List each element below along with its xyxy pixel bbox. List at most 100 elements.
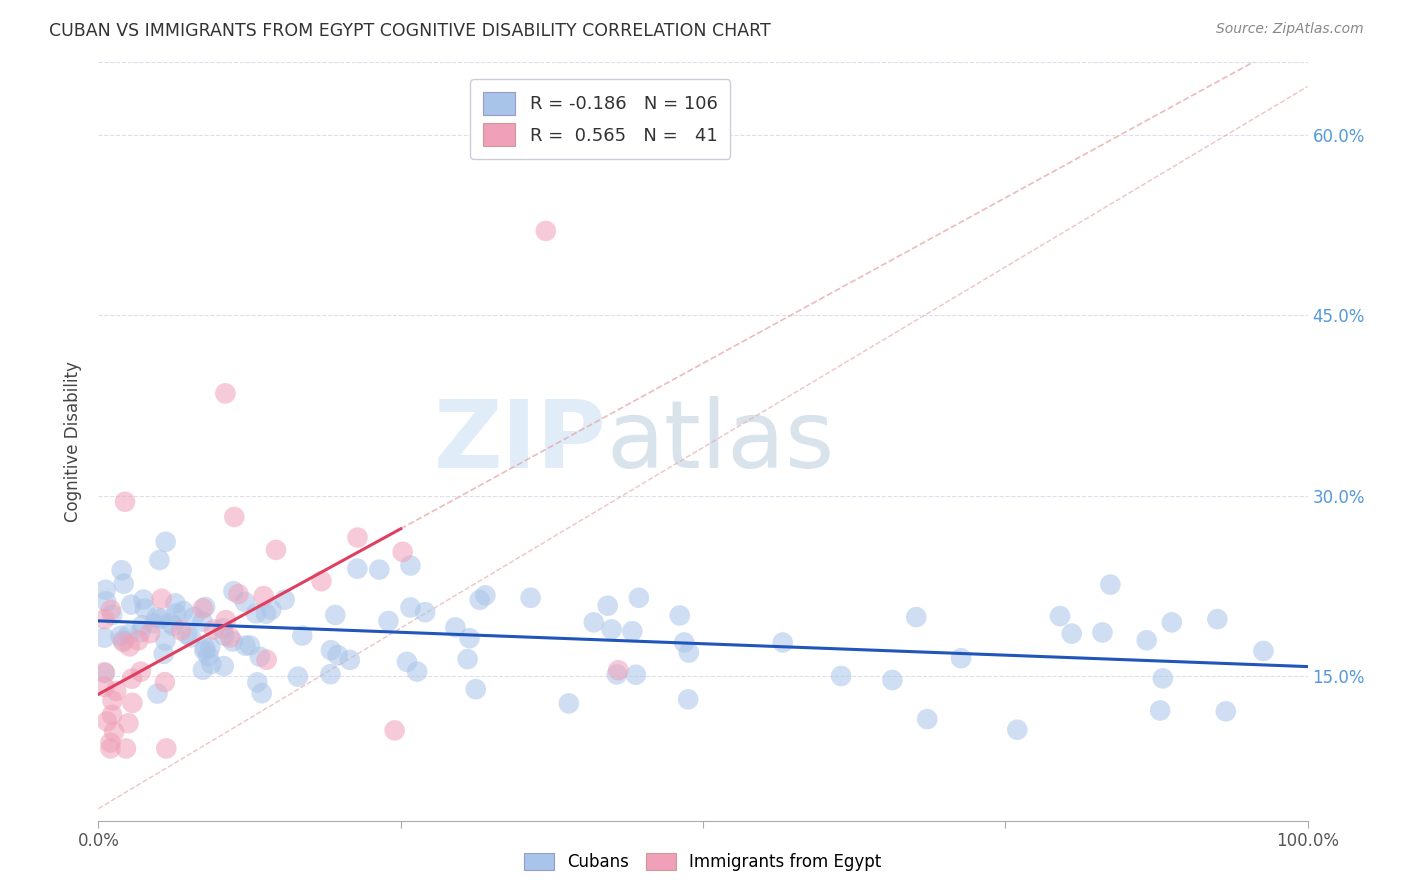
Point xyxy=(112,576,135,591)
Point xyxy=(1091,625,1114,640)
Point xyxy=(678,646,700,660)
Point xyxy=(129,665,152,679)
Point xyxy=(150,611,173,625)
Point xyxy=(673,635,696,649)
Point xyxy=(1206,612,1229,626)
Point xyxy=(474,588,496,602)
Point xyxy=(950,651,973,665)
Point xyxy=(111,633,134,648)
Point xyxy=(215,613,238,627)
Point xyxy=(377,614,399,628)
Point xyxy=(339,653,361,667)
Point xyxy=(180,631,202,645)
Point xyxy=(115,741,138,756)
Point xyxy=(118,640,141,654)
Point xyxy=(194,641,217,656)
Point xyxy=(291,629,314,643)
Point xyxy=(830,669,852,683)
Point xyxy=(1215,704,1237,718)
Point xyxy=(264,542,287,557)
Point xyxy=(621,624,644,639)
Point xyxy=(103,724,125,739)
Point xyxy=(162,618,184,632)
Point xyxy=(193,643,215,657)
Text: atlas: atlas xyxy=(606,395,835,488)
Point xyxy=(219,631,242,645)
Point xyxy=(100,741,122,756)
Point xyxy=(94,594,117,608)
Point xyxy=(139,626,162,640)
Point xyxy=(211,621,233,635)
Point xyxy=(457,652,479,666)
Point xyxy=(93,612,115,626)
Legend: R = -0.186   N = 106, R =  0.565   N =   41: R = -0.186 N = 106, R = 0.565 N = 41 xyxy=(470,79,730,159)
Point xyxy=(233,639,256,653)
Point xyxy=(676,692,699,706)
Point xyxy=(1152,672,1174,686)
Point xyxy=(534,224,557,238)
Point xyxy=(94,666,117,681)
Point xyxy=(319,667,342,681)
Point xyxy=(212,659,235,673)
Point xyxy=(287,670,309,684)
Point xyxy=(600,623,623,637)
Point xyxy=(134,601,156,615)
Point xyxy=(558,697,581,711)
Point xyxy=(172,604,194,618)
Point xyxy=(101,693,124,707)
Point xyxy=(224,510,246,524)
Point xyxy=(118,627,141,641)
Point xyxy=(596,599,619,613)
Point xyxy=(882,673,904,687)
Point xyxy=(391,545,413,559)
Point xyxy=(165,607,187,621)
Point xyxy=(228,587,250,601)
Point xyxy=(468,593,491,607)
Point xyxy=(444,620,467,634)
Point xyxy=(117,716,139,731)
Point xyxy=(1253,644,1275,658)
Point xyxy=(200,640,222,655)
Text: ZIP: ZIP xyxy=(433,395,606,488)
Point xyxy=(212,629,235,643)
Point xyxy=(250,686,273,700)
Point xyxy=(176,627,198,641)
Point xyxy=(1049,609,1071,624)
Point xyxy=(129,625,152,640)
Point xyxy=(131,618,153,632)
Point xyxy=(260,603,283,617)
Point xyxy=(406,665,429,679)
Point xyxy=(96,714,118,729)
Point xyxy=(582,615,605,630)
Point xyxy=(94,582,117,597)
Point xyxy=(152,647,174,661)
Point xyxy=(155,534,177,549)
Point xyxy=(200,657,222,671)
Point xyxy=(249,649,271,664)
Point xyxy=(221,634,243,648)
Point xyxy=(145,610,167,624)
Point xyxy=(253,589,276,603)
Point xyxy=(246,675,269,690)
Point xyxy=(191,663,214,677)
Point xyxy=(191,601,214,615)
Point xyxy=(110,629,132,643)
Point xyxy=(127,633,149,648)
Point xyxy=(905,610,928,624)
Text: Source: ZipAtlas.com: Source: ZipAtlas.com xyxy=(1216,22,1364,37)
Y-axis label: Cognitive Disability: Cognitive Disability xyxy=(65,361,83,522)
Point xyxy=(245,607,267,621)
Point xyxy=(346,561,368,575)
Point xyxy=(607,663,630,677)
Point xyxy=(1136,633,1159,648)
Point xyxy=(323,607,346,622)
Point xyxy=(132,592,155,607)
Point xyxy=(399,600,422,615)
Point xyxy=(1060,626,1083,640)
Point xyxy=(1149,703,1171,717)
Point xyxy=(165,596,187,610)
Point xyxy=(399,558,422,573)
Point xyxy=(233,595,256,609)
Point xyxy=(112,635,135,649)
Point xyxy=(159,615,181,630)
